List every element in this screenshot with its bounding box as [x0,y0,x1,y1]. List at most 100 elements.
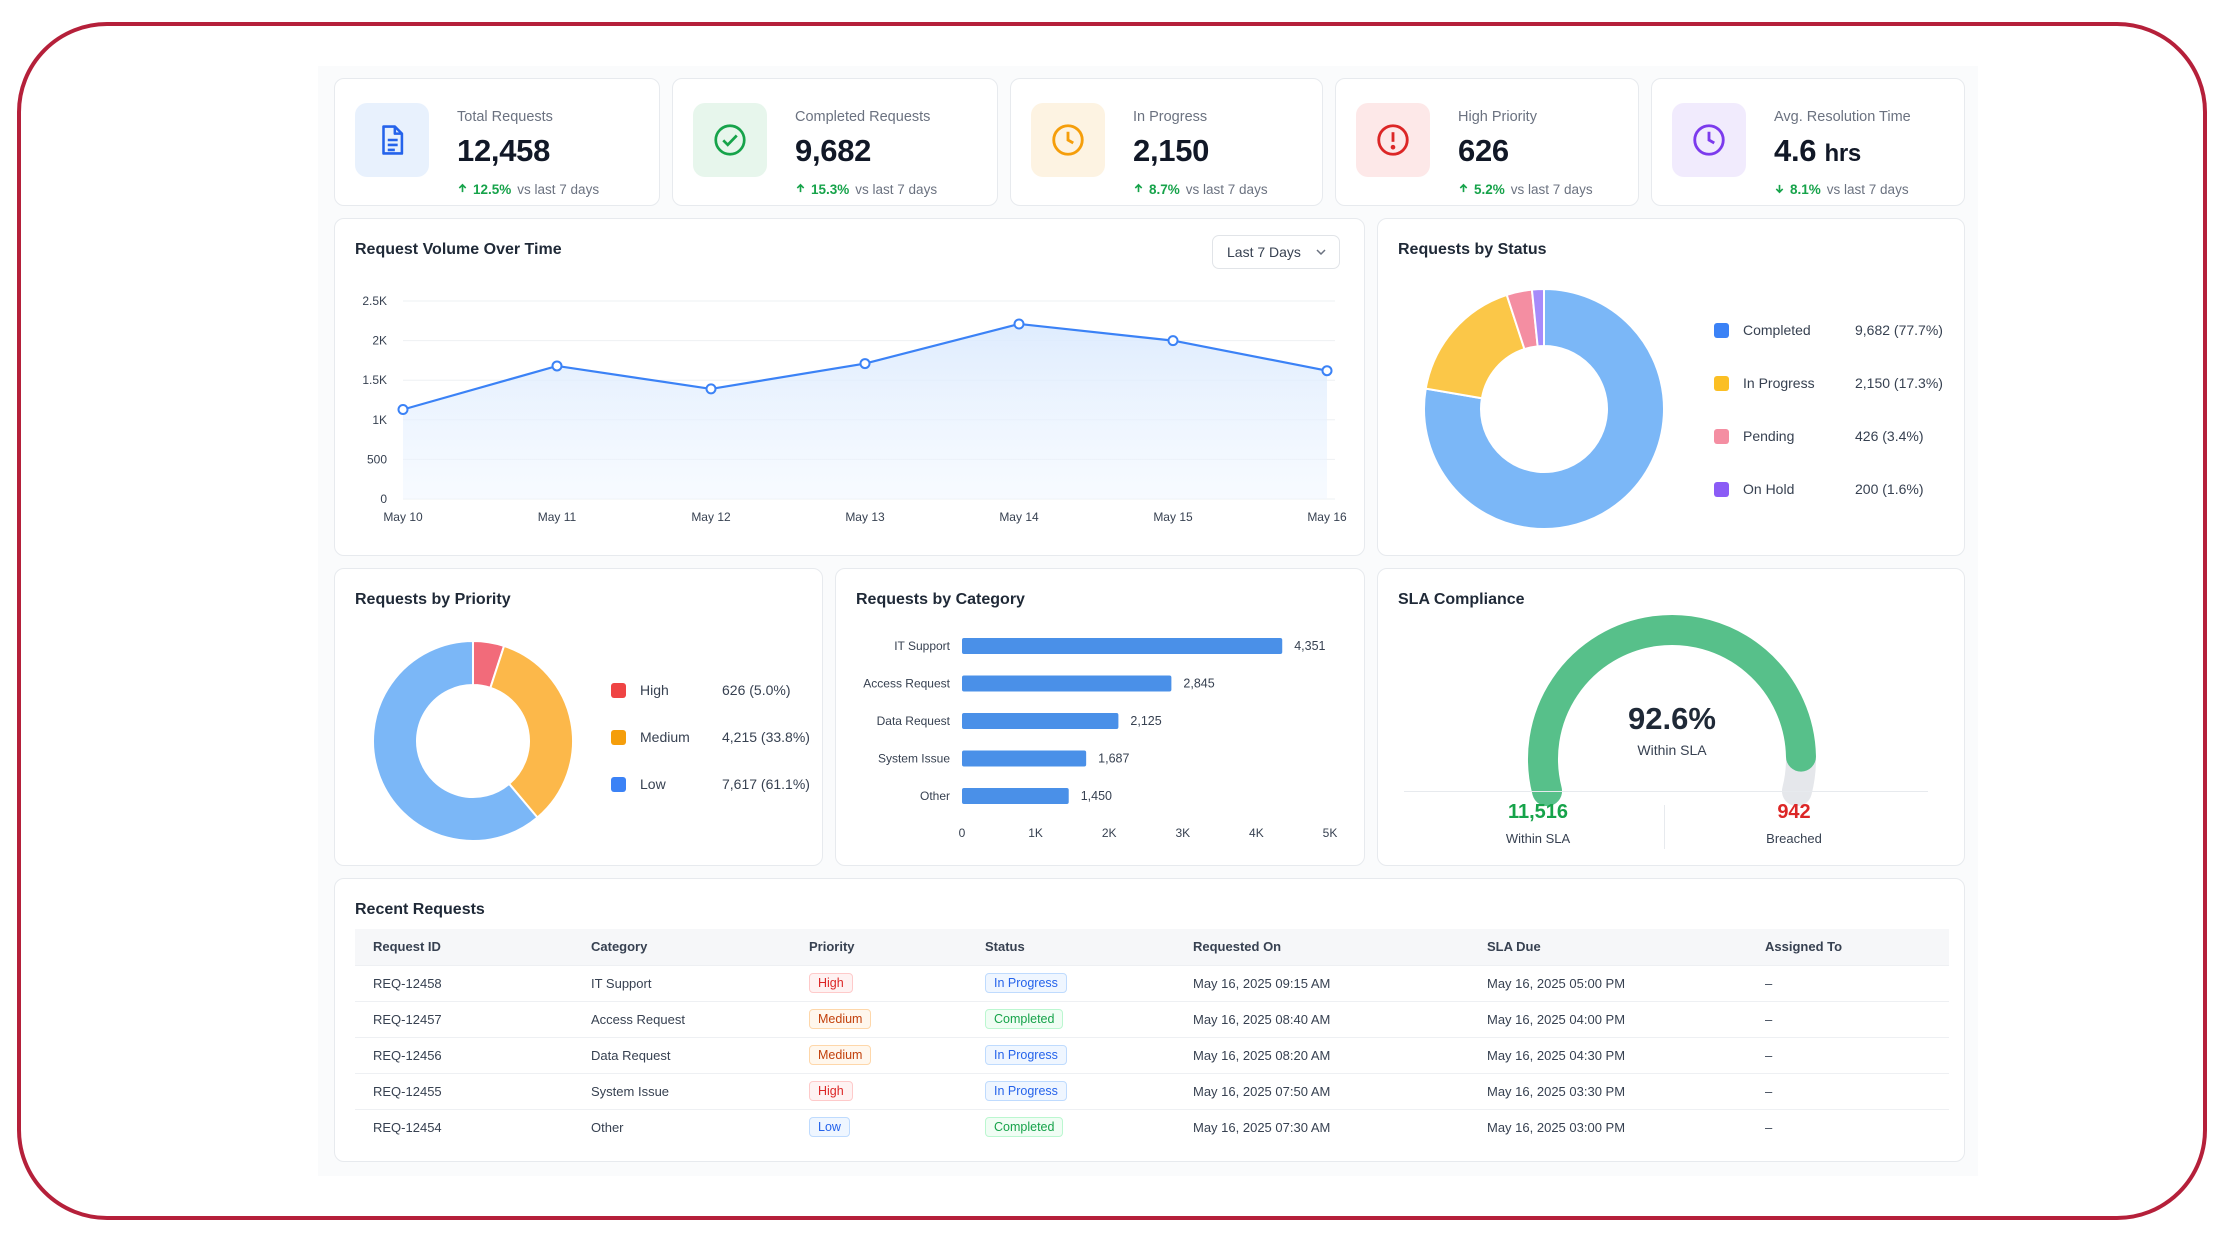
kpi-trend-percent: 8.1% [1790,182,1821,197]
status-title: Requests by Status [1398,241,1547,258]
kpi-value: 12,458 [457,133,550,169]
kpi-card-total-requests[interactable]: Total Requests 12,458 12.5% vs last 7 days [334,78,660,206]
category-label: Data Request [877,714,951,728]
legend-value: 4,215 (33.8%) [722,729,810,745]
column-header[interactable]: SLA Due [1469,929,1747,965]
legend-label: Medium [640,729,690,745]
kpi-card-completed-requests[interactable]: Completed Requests 9,682 15.3% vs last 7 da… [672,78,998,206]
request-id-cell: REQ-12455 [355,1072,573,1109]
status-slice [1530,287,1545,348]
recent-requests-title: Recent Requests [355,901,485,918]
category-label: System Issue [878,752,950,766]
x-tick-label: 2K [1102,826,1117,840]
requested-on-cell: May 16, 2025 08:40 AM [1175,1000,1469,1037]
priority-badge: Medium [809,1045,872,1065]
category-bar [962,638,1283,654]
priority-badge-cell: High [791,964,967,1001]
clock-icon [1672,103,1746,177]
table-row[interactable]: REQ-12454 Other Low Completed May 16, 2025 0… [355,1108,1949,1145]
category-title: Requests by Category [856,591,1025,608]
status-badge: Completed [985,1117,1064,1138]
assigned-to-cell: – [1747,1072,1949,1109]
table-row[interactable]: REQ-12458 IT Support High In Progress May 16… [355,964,1949,1001]
data-point [1013,318,1025,330]
requested-on-cell: May 16, 2025 09:15 AM [1175,964,1469,1001]
requested-on-cell: May 16, 2025 08:20 AM [1175,1036,1469,1073]
sla-divider [1404,791,1928,792]
priority-slice [489,644,574,819]
kpi-card-in-progress[interactable]: In Progress 2,150 8.7% vs last 7 days [1010,78,1323,206]
sla-due-cell: May 16, 2025 03:30 PM [1469,1072,1747,1109]
table-row[interactable]: REQ-12456 Data Request Medium In Progress Ma… [355,1036,1949,1073]
column-header[interactable]: Assigned To [1747,929,1949,965]
kpi-trend-text: vs last 7 days [1510,182,1593,197]
category-bar-chart: IT Support 4,351 Access Request 2,845 Data R… [863,638,1337,840]
table-row[interactable]: REQ-12455 System Issue High In Progress May … [355,1072,1949,1109]
kpi-value: 2,150 [1133,133,1209,169]
arrow-up-icon [1458,182,1469,197]
kpi-label: Completed Requests [795,109,931,125]
kpi-value-number: 9,682 [795,133,872,168]
x-tick-label: May 15 [1153,510,1193,524]
range-select[interactable]: Last 7 Days [1212,235,1340,269]
chevron-down-icon [1316,249,1326,256]
category-label: Access Request [863,677,950,691]
recent-requests-card: Recent Requests Request ID Category Priori… [334,878,1965,1162]
clock-icon [1031,103,1105,177]
bar-value-label: 2,125 [1130,714,1161,728]
arrow-down-icon [1774,182,1785,197]
x-tick-label: May 16 [1307,510,1347,524]
kpi-card-avg-resolution-time[interactable]: Avg. Resolution Time 4.6 hrs 8.1% vs last 7… [1651,78,1965,206]
legend-swatch [1714,428,1729,444]
legend-value: 7,617 (61.1%) [722,776,810,792]
x-tick-label: May 11 [538,510,577,524]
kpi-trend: 5.2% vs last 7 days [1458,182,1593,197]
assigned-to-cell: – [1747,964,1949,1001]
legend-item: On Hold [1714,481,1794,497]
column-header[interactable]: Request ID [355,929,573,965]
status-badge-cell: In Progress [967,964,1175,1001]
category-cell: Data Request [573,1036,791,1073]
column-header[interactable]: Category [573,929,791,965]
bar-value-label: 4,351 [1294,639,1325,653]
sla-breached-label: Breached [1766,831,1822,846]
series-area [403,323,1327,499]
legend-value: 426 (3.4%) [1855,428,1924,444]
legend-swatch [1714,481,1729,497]
kpi-trend: 8.7% vs last 7 days [1133,182,1268,197]
priority-badge: High [809,973,853,993]
y-tick-label: 1.5K [362,373,387,387]
kpi-value: 626 [1458,133,1509,169]
priority-title: Requests by Priority [355,591,511,608]
arrow-up-icon [795,182,806,197]
column-header[interactable]: Priority [791,929,967,965]
request-id-cell: REQ-12454 [355,1108,573,1145]
table-row[interactable]: REQ-12457 Access Request Medium Completed Ma… [355,1000,1949,1037]
status-slice [1424,293,1526,400]
status-donut-chart [1423,287,1665,530]
priority-badge-cell: High [791,1072,967,1109]
data-point [551,360,563,372]
status-badge: In Progress [985,1081,1067,1101]
sla-title: SLA Compliance [1398,591,1525,608]
column-header[interactable]: Status [967,929,1175,965]
priority-card: Requests by Priority High 626 (5.0%) Mediu… [334,568,823,866]
kpi-card-high-priority[interactable]: High Priority 626 5.2% vs last 7 days [1335,78,1639,206]
assigned-to-cell: – [1747,1036,1949,1073]
legend-label: Completed [1743,322,1811,338]
sla-due-cell: May 16, 2025 05:00 PM [1469,964,1747,1001]
category-cell: IT Support [573,964,791,1001]
category-bar [962,750,1087,767]
legend-swatch [611,682,626,698]
request-id-cell: REQ-12458 [355,964,573,1001]
category-bar [962,788,1069,804]
category-cell: System Issue [573,1072,791,1109]
y-tick-label: 2.5K [362,294,387,308]
x-tick-label: May 13 [845,510,885,524]
recent-requests-table: Request ID Category Priority Status Requeste… [355,929,1949,1145]
document-icon [355,103,429,177]
data-point [1167,335,1179,347]
legend-value: 200 (1.6%) [1855,481,1924,497]
column-header[interactable]: Requested On [1175,929,1469,965]
legend-swatch [611,729,626,745]
